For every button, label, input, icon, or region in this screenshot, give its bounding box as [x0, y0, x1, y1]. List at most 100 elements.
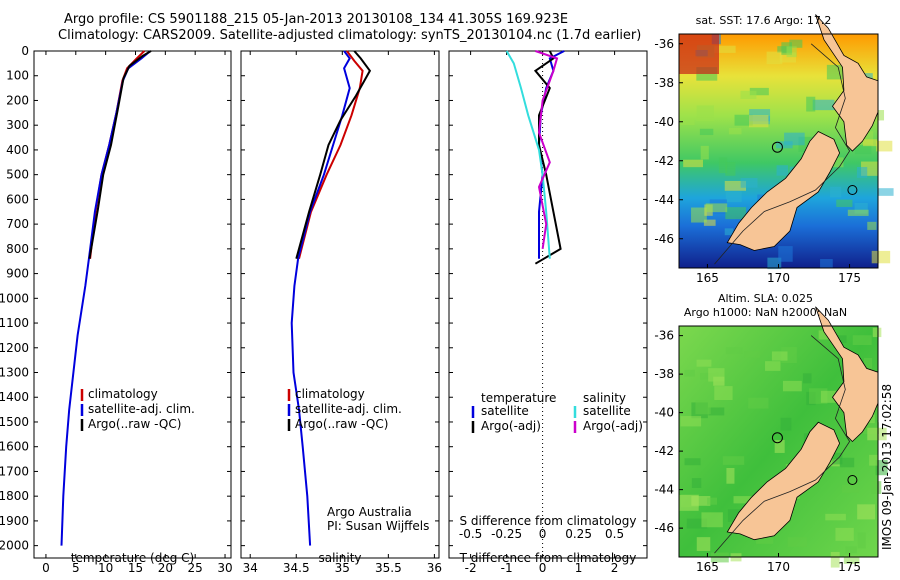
map-texture-cell — [787, 537, 807, 547]
map-texture-cell — [696, 537, 711, 551]
series-2-line — [295, 50, 372, 259]
y-tick-label: 800 — [6, 242, 29, 256]
map-texture-cell — [771, 351, 788, 361]
x-tick-label: 1 — [575, 561, 583, 575]
x-tick-label: 30 — [217, 561, 232, 575]
y-tick-label: 1900 — [0, 514, 29, 528]
map-texture-cell — [748, 397, 769, 409]
x-axis-label: T difference from climatology — [459, 551, 637, 565]
map-y-tick-label: -42 — [654, 154, 674, 168]
x-tick-label: 5 — [72, 561, 80, 575]
map-texture-cell — [696, 359, 712, 367]
map-y-tick-label: -46 — [654, 232, 674, 246]
map-texture-cell — [856, 167, 868, 178]
map-texture-cell — [691, 207, 707, 223]
map-warm-patch — [679, 34, 719, 74]
figure-title-line2: Climatology: CARS2009. Satellite-adjuste… — [58, 28, 642, 43]
map-texture-cell — [701, 512, 723, 528]
bathymetry-contour — [714, 335, 851, 554]
map-texture-cell — [871, 250, 891, 264]
map-texture-cell — [749, 115, 769, 128]
legend-label: Argo(-adj) — [583, 419, 643, 433]
y-tick-label: 1600 — [0, 440, 29, 454]
y-tick-label: 200 — [6, 93, 29, 107]
legend-label: climatology — [295, 387, 365, 401]
map-texture-cell — [806, 96, 816, 112]
map-texture-cell — [812, 99, 835, 111]
map-texture-cell — [680, 416, 702, 427]
x-tick-label: 25 — [188, 561, 203, 575]
map-y-tick-label: -44 — [654, 193, 674, 207]
map-sst-map: 165 170 175 -36 -38 -40 -42 -44 -46 sat. SST: 17.… — [654, 14, 894, 285]
y-tick-label: 1800 — [0, 489, 29, 503]
x-tick-label: 10 — [98, 561, 113, 575]
secondary-marker — [847, 185, 858, 195]
x-tick-label: 36 — [427, 561, 442, 575]
map-texture-cell — [876, 140, 893, 152]
argo-position-marker — [771, 141, 783, 153]
map-texture-cell — [684, 458, 701, 466]
map-texture-cell — [778, 246, 793, 262]
map-texture-cell — [696, 105, 714, 122]
map-texture-cell — [765, 361, 781, 371]
map-texture-cell — [867, 221, 877, 230]
x-tick2-label: -0.5 — [459, 527, 482, 541]
map-texture-cell — [824, 459, 840, 467]
plot-frame — [448, 50, 648, 559]
map-texture-cell — [708, 407, 725, 416]
x-tick-label: 0 — [539, 561, 547, 575]
legend-label: Argo(..raw -QC) — [295, 417, 388, 431]
map-texture-cell — [724, 180, 747, 191]
secondary-marker — [847, 475, 858, 485]
map-texture-cell — [722, 456, 745, 465]
map-y-tick-label: -36 — [654, 37, 674, 51]
y-tick-label: 1500 — [0, 415, 29, 429]
map-texture-cell — [725, 162, 736, 176]
y-tick-label: 1100 — [0, 316, 29, 330]
x-tick-label: -2 — [465, 561, 477, 575]
map-texture-cell — [854, 144, 872, 155]
map-y-tick-label: -38 — [654, 76, 674, 90]
map-y-tick-label: -42 — [654, 444, 674, 458]
map-texture-cell — [728, 128, 742, 135]
map-texture-cell — [686, 518, 708, 529]
map-x-tick-label: 165 — [696, 560, 719, 574]
map-texture-cell — [857, 532, 866, 549]
legend-title: salinity — [583, 391, 626, 405]
map-texture-cell — [836, 199, 853, 207]
map-texture-cell — [680, 118, 695, 126]
south-island-land — [726, 131, 841, 251]
x-axis-label-2: S difference from climatology — [460, 514, 637, 528]
legend-label: Argo(..raw -QC) — [88, 417, 181, 431]
map-texture-cell — [840, 457, 855, 468]
legend-label: satellite-adj. clim. — [88, 402, 195, 416]
legend-label: satellite-adj. clim. — [295, 402, 402, 416]
map-texture-cell — [854, 202, 868, 214]
map-texture-cell — [789, 39, 803, 48]
south-island-land — [726, 421, 841, 541]
legend-label: satellite — [583, 404, 631, 418]
map-texture-cell — [786, 46, 797, 58]
map-texture-cell — [707, 497, 718, 505]
series-0-line — [298, 50, 364, 259]
y-tick-label: 1400 — [0, 390, 29, 404]
map-y-tick-label: -46 — [654, 521, 674, 535]
map-texture-cell — [703, 219, 716, 226]
map-texture-cell — [872, 327, 882, 338]
legend-label: satellite — [481, 404, 529, 418]
map-texture-cell — [734, 114, 753, 126]
map-texture-cell — [725, 191, 742, 203]
bathymetry-contour — [714, 43, 851, 265]
figure-title-line1: Argo profile: CS 5901188_215 05-Jan-2013… — [64, 12, 569, 27]
panel-temperature: 0100200300400500600700800900100011001200… — [0, 44, 233, 575]
y-tick-label: 0 — [21, 44, 29, 58]
map-texture-cell — [725, 347, 743, 355]
north-island-land — [815, 14, 879, 152]
argo-position-marker — [771, 432, 783, 444]
map-texture-cell — [705, 203, 728, 213]
map-texture-cell — [691, 496, 711, 506]
y-tick-label: 100 — [6, 69, 29, 83]
map-texture-cell — [802, 373, 812, 384]
panel-salinity: 34 34.5 35 35.5 36 salinity climatologysatelli… — [240, 50, 442, 575]
x-tick2-label: 0 — [539, 527, 547, 541]
